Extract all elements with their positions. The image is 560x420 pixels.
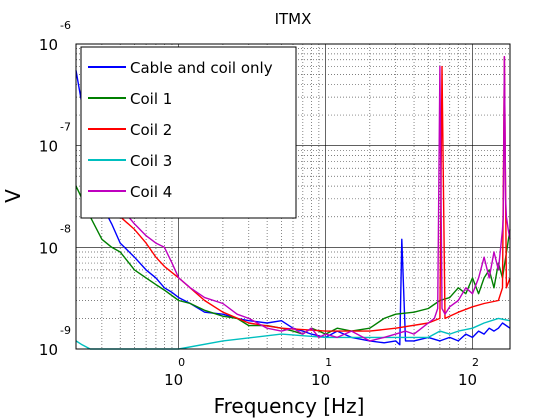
plot-frame bbox=[75, 43, 511, 350]
x-tick-exponent: 0 bbox=[178, 356, 185, 369]
series-line-2 bbox=[75, 185, 511, 335]
legend-label: Cable and coil only bbox=[130, 59, 273, 77]
legend-label: Coil 3 bbox=[130, 152, 172, 170]
y-tick-exponent: -8 bbox=[60, 222, 71, 235]
y-tick-label: 10 bbox=[39, 239, 58, 257]
x-tick-label: 10 bbox=[164, 371, 183, 389]
y-tick-label: 10 bbox=[39, 36, 58, 54]
y-axis-label: V bbox=[1, 189, 25, 203]
legend: Cable and coil only Coil 1 Coil 2 Coil 3 Coi… bbox=[80, 46, 297, 219]
series-line-3 bbox=[101, 56, 511, 332]
legend-label: Coil 2 bbox=[130, 121, 172, 139]
y-tick-exponent: -7 bbox=[60, 121, 71, 134]
series-line-5 bbox=[101, 56, 511, 342]
legend-label: Coil 1 bbox=[130, 90, 172, 108]
legend-box bbox=[80, 46, 297, 219]
legend-label: Coil 4 bbox=[130, 183, 172, 201]
x-tick-labels: 10 0 10 1 10 2 bbox=[164, 356, 479, 389]
y-tick-exponent: -9 bbox=[60, 324, 71, 337]
series-lines bbox=[75, 56, 511, 350]
x-tick-exponent: 1 bbox=[325, 356, 332, 369]
y-tick-label: 10 bbox=[39, 138, 58, 156]
y-tick-exponent: -6 bbox=[60, 19, 71, 32]
x-axis-label: Frequency [Hz] bbox=[214, 394, 365, 418]
y-tick-label: 10 bbox=[39, 341, 58, 359]
y-tick-labels: 10-910-810-710-6 bbox=[39, 19, 71, 359]
x-tick-exponent: 2 bbox=[472, 356, 479, 369]
x-tick-label: 10 bbox=[311, 371, 330, 389]
x-tick-label: 10 bbox=[458, 371, 477, 389]
chart-title: ITMX bbox=[275, 10, 312, 28]
